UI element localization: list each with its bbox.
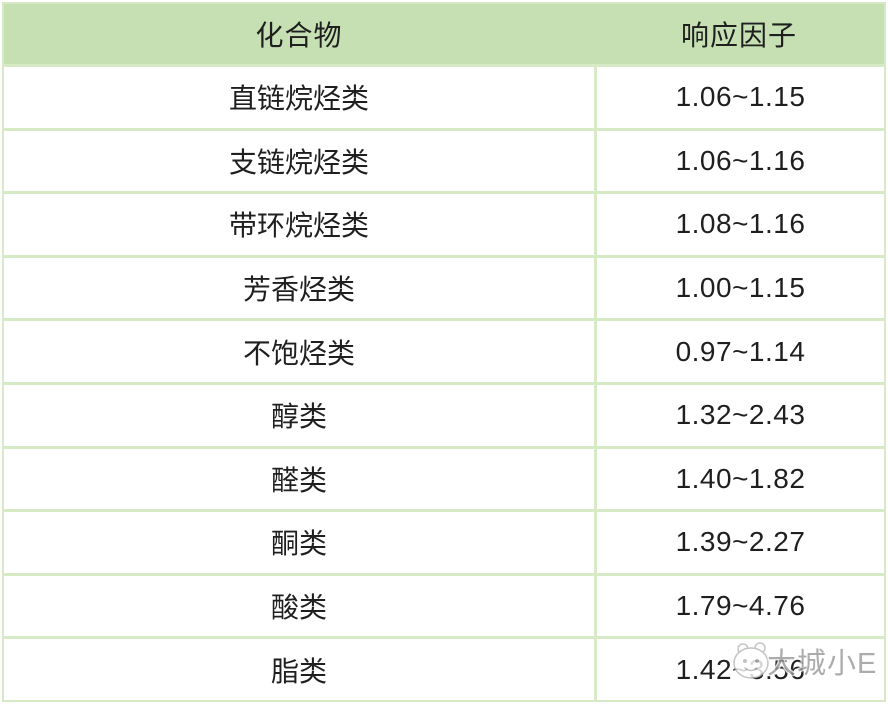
table-row: 芳香烃类 1.00~1.15 — [4, 254, 884, 319]
table-row: 醇类 1.32~2.43 — [4, 381, 884, 446]
table-row: 不饱烃类 0.97~1.14 — [4, 318, 884, 382]
table-row: 酸类 1.79~4.76 — [4, 572, 884, 637]
table-header-row: 化合物 响应因子 — [4, 4, 884, 64]
cell-compound: 直链烷烃类 — [228, 83, 369, 115]
table-row: 酮类 1.39~2.27 — [4, 509, 884, 573]
table-row: 脂类 1.42~3.56 — [4, 636, 884, 700]
table-row: 支链烷烃类 1.06~1.16 — [4, 127, 884, 192]
cell-factor: 1.42~3.56 — [594, 639, 884, 700]
cell-factor: 1.00~1.15 — [594, 257, 884, 319]
cell-compound: 醇类 — [270, 401, 327, 433]
cell-factor: 1.40~1.82 — [594, 448, 884, 510]
table-row: 直链烷烃类 1.06~1.15 — [4, 64, 884, 128]
header-cell-compound: 化合物 — [255, 20, 343, 51]
cell-compound: 酸类 — [270, 592, 327, 624]
cell-factor: 1.06~1.15 — [594, 67, 884, 128]
cell-factor: 1.32~2.43 — [594, 384, 884, 446]
cell-factor: 1.08~1.16 — [594, 194, 884, 255]
cell-factor: 0.97~1.14 — [594, 321, 884, 382]
cell-compound: 支链烷烃类 — [228, 146, 369, 178]
table-row: 醛类 1.40~1.82 — [4, 445, 884, 510]
table-row: 带环烷烃类 1.08~1.16 — [4, 191, 884, 255]
cell-factor: 1.79~4.76 — [594, 575, 884, 637]
cell-compound: 不饱烃类 — [242, 337, 355, 369]
cell-compound: 醛类 — [270, 464, 327, 496]
cell-compound: 酮类 — [270, 528, 327, 560]
cell-factor: 1.06~1.16 — [594, 130, 884, 192]
cell-compound: 芳香烃类 — [242, 274, 355, 306]
header-cell-factor: 响应因子 — [680, 20, 797, 51]
cell-factor: 1.39~2.27 — [594, 512, 884, 573]
cell-compound: 脂类 — [270, 655, 327, 687]
cell-compound: 带环烷烃类 — [228, 210, 369, 242]
